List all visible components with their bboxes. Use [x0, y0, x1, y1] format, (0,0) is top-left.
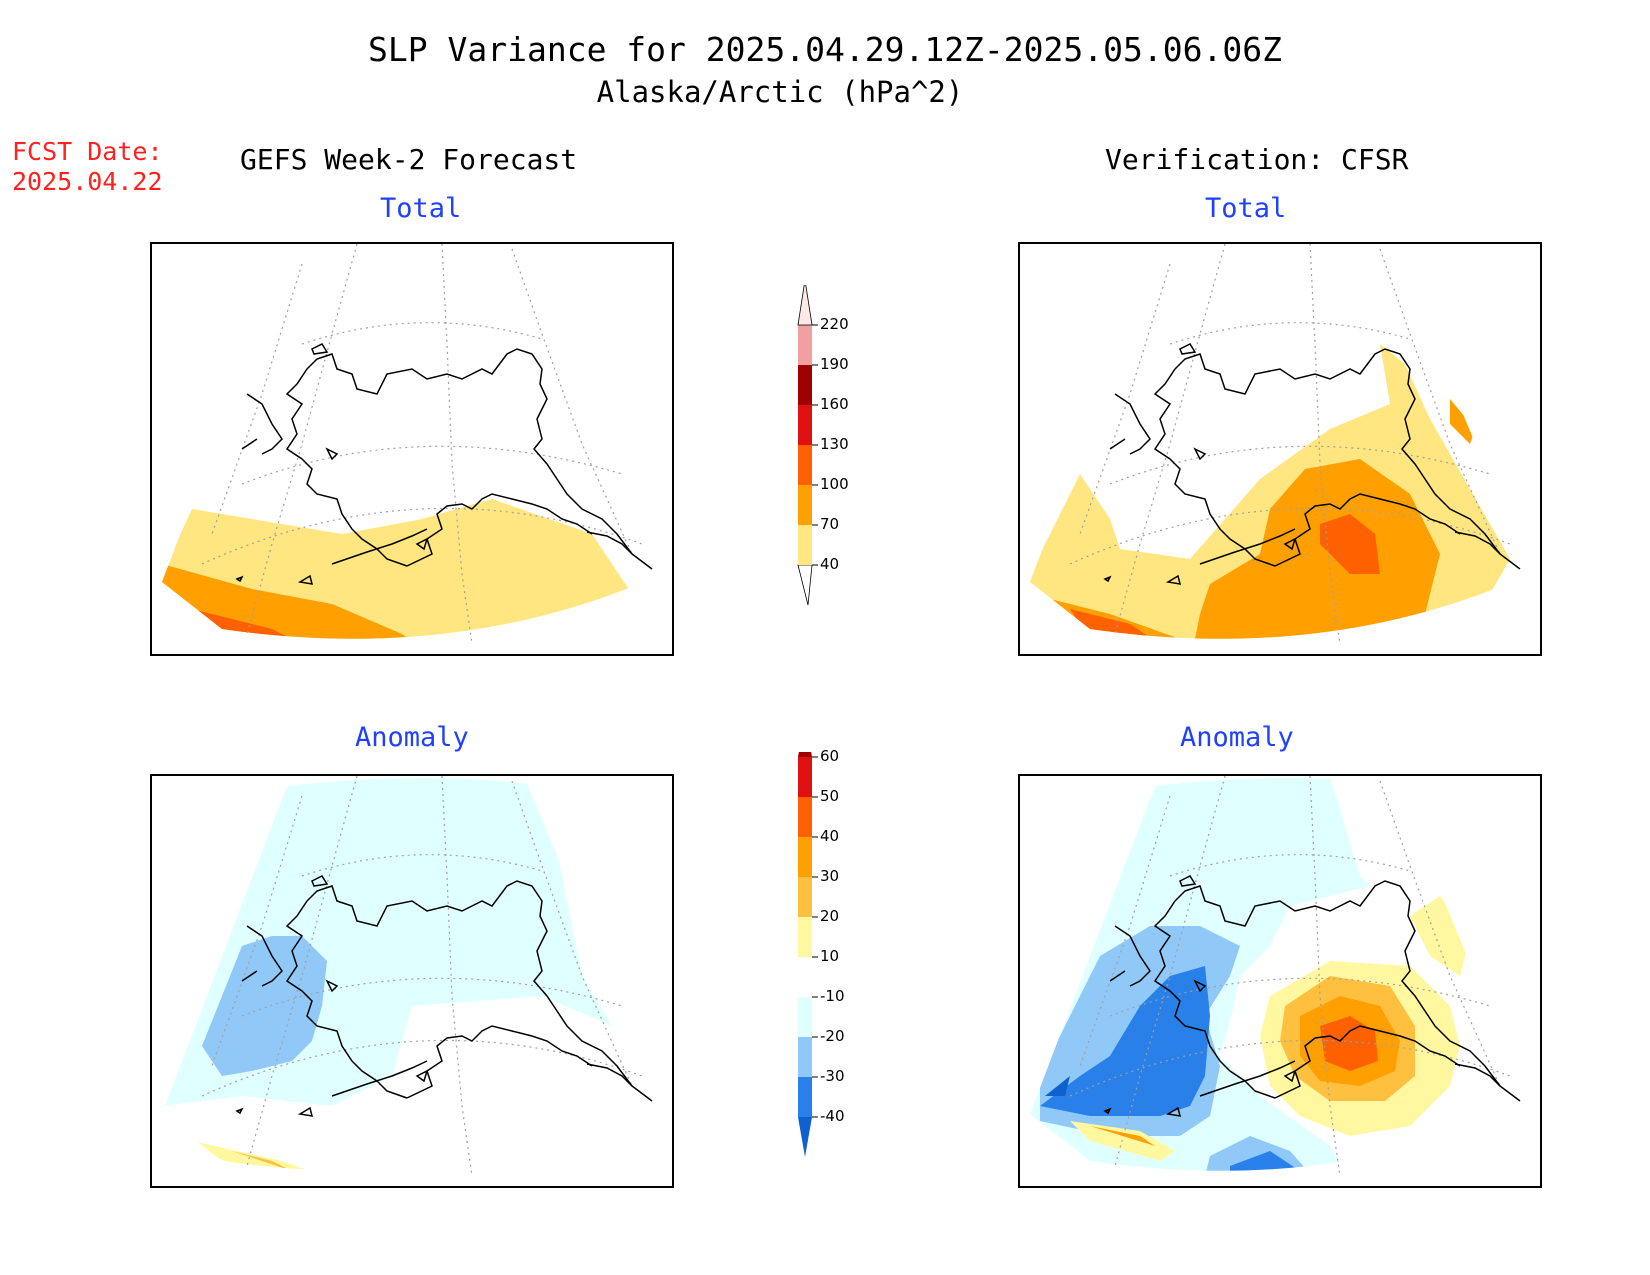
forecast-total-title: Total — [380, 193, 462, 224]
colorbar-segment — [798, 485, 812, 525]
colorbar-segment — [798, 1077, 812, 1117]
colorbar-tick-label: 40 — [820, 555, 840, 573]
anomaly-colorbar: -40 -30 -20 -10 10 20 30 40 50 60 — [792, 747, 892, 1192]
colorbar-min-triangle — [797, 564, 813, 606]
verification-anomaly-title: Anomaly — [1180, 722, 1294, 753]
colorbar-tick-label: -30 — [820, 1067, 845, 1085]
shade-orange-east — [1450, 399, 1475, 444]
fcst-date-value: 2025.04.22 — [12, 167, 163, 196]
shade-light-blue — [202, 936, 327, 1076]
colorbar-segment — [798, 325, 812, 365]
forecast-anomaly-title: Anomaly — [355, 722, 469, 753]
colorbar-tick-label: 100 — [820, 475, 849, 493]
colorbar-tick-label: 50 — [820, 787, 840, 805]
colorbar-tick-label: 160 — [820, 395, 849, 413]
colorbar-segment — [798, 957, 812, 997]
forecast-anomaly-map — [150, 774, 674, 1188]
colorbar-tick-label: 70 — [820, 515, 840, 533]
colorbar-tick-label: 20 — [820, 907, 840, 925]
colorbar-tick-label: 40 — [820, 827, 840, 845]
colorbar-tick-label: -40 — [820, 1107, 845, 1125]
colorbar-tick-label: -20 — [820, 1027, 845, 1045]
shade-pale-yellow-east — [1410, 896, 1470, 976]
colorbar-segment — [798, 757, 812, 797]
chart-subtitle: Alaska/Arctic (hPa^2) — [596, 75, 964, 109]
shade-orange — [162, 564, 442, 639]
colorbar-max-triangle — [797, 285, 813, 326]
verification-total-title: Total — [1205, 193, 1287, 224]
forecast-total-map — [150, 242, 674, 656]
colorbar-tick-label: 30 — [820, 867, 840, 885]
shade-dark-orange — [1320, 1016, 1378, 1071]
colorbar-tick-label: 130 — [820, 435, 849, 453]
colorbar-min-triangle — [798, 1117, 812, 1157]
colorbar-segment — [798, 405, 812, 445]
shade-dark-blue — [1045, 1076, 1070, 1096]
colorbar-segment — [798, 997, 812, 1037]
colorbar-segment — [798, 525, 812, 565]
colorbar-segment — [798, 365, 812, 405]
colorbar-max-triangle — [798, 752, 812, 757]
shade-dark-orange — [192, 609, 322, 639]
shade-mid-blue — [1040, 966, 1210, 1116]
total-colorbar: 40 70 100 130 160 190 220 — [792, 285, 892, 615]
colorbar-segment — [798, 797, 812, 837]
colorbar-segment — [798, 837, 812, 877]
shade-light-yellow — [162, 499, 632, 639]
colorbar-tick-label: 10 — [820, 947, 840, 965]
fcst-date-label: FCST Date: — [12, 137, 163, 166]
chart-title: SLP Variance for 2025.04.29.12Z-2025.05.… — [368, 30, 1282, 69]
colorbar-segment — [798, 445, 812, 485]
verification-anomaly-map — [1018, 774, 1542, 1188]
shade-orange — [1190, 459, 1440, 639]
colorbar-segment — [798, 917, 812, 957]
right-column-title: Verification: CFSR — [1105, 143, 1409, 176]
shade-light-orange — [232, 1151, 292, 1171]
shade-pale-cyan — [162, 777, 612, 1171]
shade-mid-blue-south — [1230, 1151, 1310, 1171]
shade-dark-orange — [1320, 514, 1380, 574]
shade-orange-west — [1090, 1126, 1155, 1146]
colorbar-segment — [798, 1037, 812, 1077]
colorbar-tick-label: 190 — [820, 355, 849, 373]
colorbar-tick-label: 60 — [820, 747, 840, 765]
colorbar-tick-label: -10 — [820, 987, 845, 1005]
colorbar-tick-label: 220 — [820, 315, 849, 333]
left-column-title: GEFS Week-2 Forecast — [240, 143, 578, 176]
colorbar-segment — [798, 877, 812, 917]
verification-total-map — [1018, 242, 1542, 656]
